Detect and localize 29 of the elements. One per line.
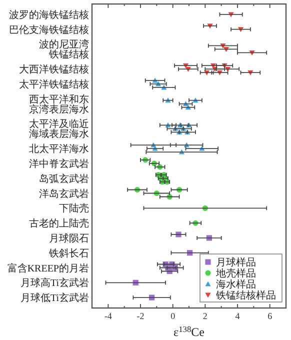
x-axis-title: ε$^{138}$Ce (174, 324, 204, 339)
y-tick-label: 巴伦支海铁锰结核 (9, 24, 89, 36)
y-tick-label: 西太平洋和东京湾表层海水 (29, 93, 89, 116)
y-tick-label: 洋中脊玄武岩 (29, 158, 89, 170)
legend-label: 月球样品 (216, 256, 256, 268)
x-tick-label: -2 (136, 311, 144, 321)
y-tick-label: 月球陨石 (49, 232, 89, 244)
y-tick-label: 月球高Ti玄武岩 (20, 277, 89, 290)
x-tick-label: -4 (104, 311, 112, 321)
y-tick-label: 洋岛玄武岩 (39, 188, 89, 200)
y-tick-label: 太平洋及临近海域表层海水 (29, 118, 89, 140)
y-tick-label: 月球低Ti玄武岩 (20, 292, 89, 304)
y-tick-label: 岛弧玄武岩 (39, 172, 89, 185)
y-tick-label: 铁斜长石 (48, 247, 89, 260)
x-tick-label: 4 (235, 311, 240, 321)
x-tick-label: 2 (202, 311, 208, 321)
y-tick-label: 波的尼亚湾铁锰结核 (39, 38, 89, 61)
y-tick-label: 大西洋铁锰结核 (19, 64, 89, 76)
x-tick-label: 0 (170, 311, 176, 321)
y-tick-label: 波罗的海铁锰结核 (9, 8, 89, 21)
legend-label: 地壳样品 (215, 268, 256, 280)
legend-label: 铁锰结核样品 (215, 290, 276, 302)
x-tick-label: 6 (268, 311, 273, 321)
legend-label: 海水样品 (216, 278, 256, 290)
y-tick-label: 下陆壳 (59, 202, 89, 215)
y-tick-label: 富含KREEP的月岩 (7, 262, 89, 274)
y-tick-label: 古老的上陆壳 (29, 218, 89, 230)
y-tick-label: 北太平洋海水 (29, 143, 89, 156)
y-tick-label: 太平洋铁锰结核 (19, 78, 89, 90)
